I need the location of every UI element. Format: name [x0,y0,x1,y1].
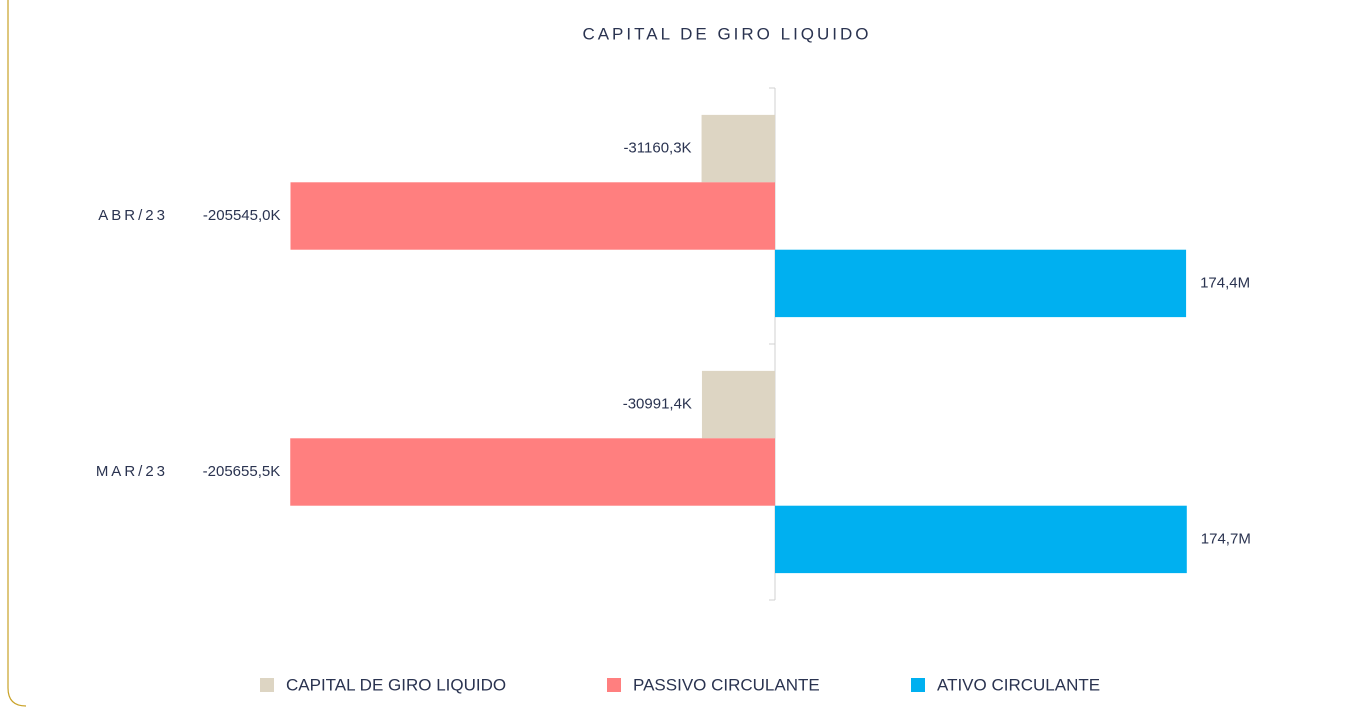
legend-label: PASSIVO CIRCULANTE [633,675,820,694]
bar [701,114,775,183]
legend-swatch [260,678,274,692]
data-label: -205655,5K [203,463,281,480]
y-tick-label: MAR/23 [96,463,168,480]
bar [290,182,775,250]
legend-swatch [911,678,925,692]
bar [701,370,775,439]
data-label: -205545,0K [203,207,281,224]
bar [290,438,775,506]
frame-border [7,0,27,707]
data-label: 174,4M [1200,274,1250,291]
bar [775,249,1187,318]
data-label: -30991,4K [623,396,692,413]
y-tick-label: ABR/23 [98,207,168,224]
bar [775,505,1187,574]
legend-swatch [607,678,621,692]
data-label: 174,7M [1201,530,1251,547]
chart-title: CAPITAL DE GIRO LIQUIDO [582,24,871,43]
data-label: -31160,3K [623,140,691,157]
legend-label: ATIVO CIRCULANTE [937,675,1100,694]
legend-label: CAPITAL DE GIRO LIQUIDO [286,675,506,694]
